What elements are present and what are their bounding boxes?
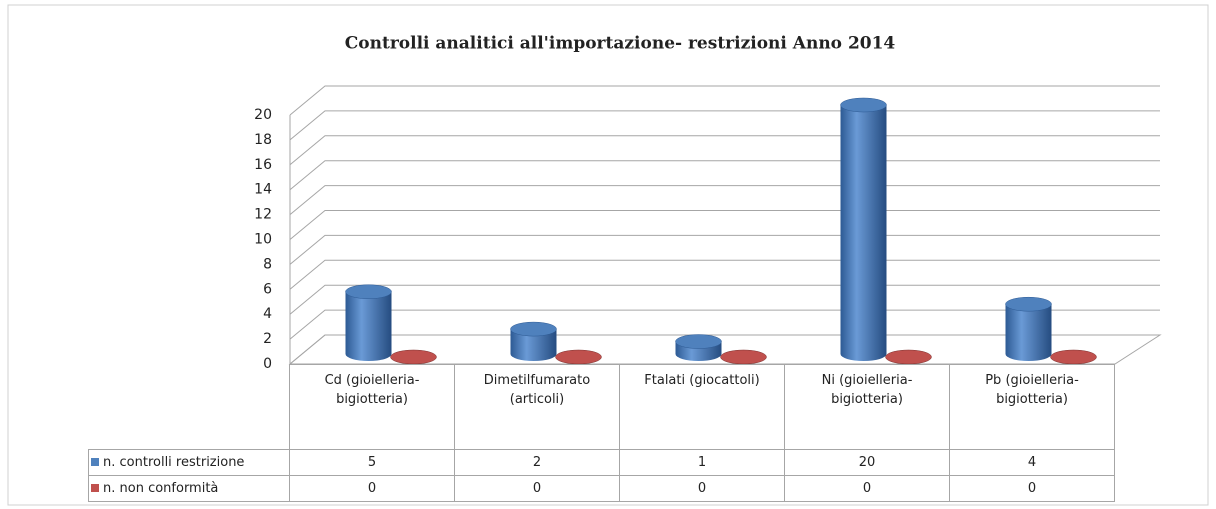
y-tick-label: 2 bbox=[263, 331, 272, 347]
bar bbox=[1005, 296, 1052, 361]
y-tick-label: 0 bbox=[263, 356, 272, 372]
bar bbox=[345, 284, 392, 361]
y-tick-label: 16 bbox=[254, 157, 272, 173]
bar bbox=[390, 349, 437, 365]
bar-body bbox=[840, 105, 887, 361]
value-cell: 2 bbox=[454, 449, 620, 476]
x-tick-label: Cd (gioielleria-bigiotteria) bbox=[289, 364, 455, 450]
plot: 0 2 4 6 8 10 12 14 16 18 20 bbox=[254, 85, 1162, 372]
value-cell: 1 bbox=[619, 449, 785, 476]
y-tick-label: 8 bbox=[263, 256, 272, 272]
bar-top bbox=[840, 97, 887, 113]
chart-title: Controlli analitici all'importazione- re… bbox=[345, 34, 896, 54]
bar-top bbox=[675, 334, 722, 349]
legend-entry: n. non conformità bbox=[88, 475, 290, 502]
bar bbox=[675, 334, 722, 361]
value-cell: 0 bbox=[784, 475, 950, 502]
bar-body bbox=[345, 291, 392, 361]
value-cell: 4 bbox=[949, 449, 1115, 476]
bar bbox=[510, 321, 557, 361]
grid-line bbox=[289, 85, 1160, 116]
value-cell: 5 bbox=[289, 449, 455, 476]
bar bbox=[1050, 349, 1097, 365]
bar-top bbox=[345, 284, 392, 299]
y-tick-label: 10 bbox=[254, 232, 272, 248]
legend-label: n. controlli restrizione bbox=[103, 455, 245, 470]
bar-top bbox=[1005, 296, 1052, 312]
x-tick-label: Ftalati (giocattoli) bbox=[619, 364, 785, 450]
legend-entry: n. controlli restrizione bbox=[88, 449, 290, 476]
x-tick-label: Pb (gioielleria-bigiotteria) bbox=[949, 364, 1115, 450]
series-row: n. controlli restrizione 5 2 1 20 4 bbox=[88, 449, 1115, 476]
x-tick-label: Dimetilfumarato (articoli) bbox=[454, 364, 620, 450]
x-tick-label: Ni (gioielleria-bigiotteria) bbox=[784, 364, 950, 450]
bar bbox=[840, 97, 887, 361]
value-cell: 0 bbox=[619, 475, 785, 502]
chart-border bbox=[7, 4, 1209, 506]
value-cell: 0 bbox=[289, 475, 455, 502]
legend-swatch bbox=[91, 458, 99, 466]
bar bbox=[720, 349, 767, 365]
bar bbox=[885, 349, 932, 365]
data-table: Cd (gioielleria-bigiotteria) Dimetilfumar… bbox=[88, 364, 1115, 502]
bar-top bbox=[510, 321, 557, 337]
y-tick-label: 20 bbox=[254, 107, 272, 123]
blank bbox=[88, 364, 290, 450]
value-cell: 0 bbox=[454, 475, 620, 502]
y-tick-label: 4 bbox=[263, 306, 272, 322]
bar-body bbox=[510, 329, 557, 361]
bar bbox=[555, 349, 602, 365]
legend-swatch bbox=[91, 484, 99, 492]
y-tick-label: 14 bbox=[254, 182, 272, 198]
series-row: n. non conformità 0 0 0 0 0 bbox=[88, 475, 1115, 502]
value-cell: 0 bbox=[949, 475, 1115, 502]
bar-body bbox=[1005, 304, 1052, 361]
value-cell: 20 bbox=[784, 449, 950, 476]
y-tick-label: 6 bbox=[263, 281, 272, 297]
header-row: Cd (gioielleria-bigiotteria) Dimetilfumar… bbox=[88, 364, 1115, 450]
y-tick-label: 18 bbox=[254, 132, 272, 148]
legend-label: n. non conformità bbox=[103, 481, 219, 496]
y-tick-label: 12 bbox=[254, 207, 272, 223]
